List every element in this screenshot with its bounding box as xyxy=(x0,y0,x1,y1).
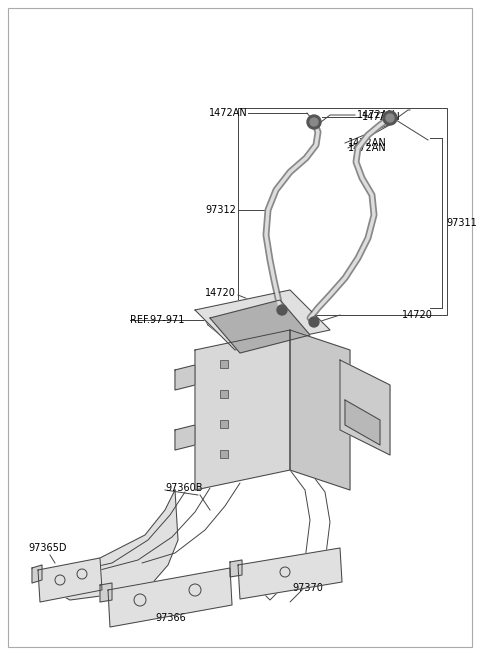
Circle shape xyxy=(309,317,319,327)
Text: 97370: 97370 xyxy=(292,583,323,593)
Circle shape xyxy=(383,111,397,125)
Text: 97366: 97366 xyxy=(155,613,186,623)
Polygon shape xyxy=(238,548,342,599)
Circle shape xyxy=(307,115,321,129)
Polygon shape xyxy=(345,400,380,445)
Polygon shape xyxy=(290,330,350,490)
Text: 1472AN: 1472AN xyxy=(348,143,387,153)
Polygon shape xyxy=(108,568,232,627)
Polygon shape xyxy=(210,300,310,353)
Polygon shape xyxy=(50,490,178,600)
Polygon shape xyxy=(230,560,242,577)
Bar xyxy=(220,360,228,368)
Polygon shape xyxy=(340,360,390,455)
Text: 97312: 97312 xyxy=(205,205,236,215)
Text: 1472AN: 1472AN xyxy=(357,110,396,120)
Text: 97365D: 97365D xyxy=(28,543,67,553)
Text: 14720: 14720 xyxy=(402,310,433,320)
Bar xyxy=(220,450,228,458)
Polygon shape xyxy=(195,290,330,350)
Text: 1472AN: 1472AN xyxy=(348,138,387,148)
Polygon shape xyxy=(175,365,195,390)
Text: 1472AN: 1472AN xyxy=(209,108,248,118)
Circle shape xyxy=(277,305,287,315)
Polygon shape xyxy=(195,330,290,490)
Circle shape xyxy=(310,118,318,126)
Polygon shape xyxy=(100,583,112,602)
Text: REF.97-971: REF.97-971 xyxy=(130,315,184,325)
Text: 97360B: 97360B xyxy=(165,483,203,493)
Polygon shape xyxy=(32,565,42,583)
Text: 14720: 14720 xyxy=(205,288,236,298)
Bar xyxy=(220,390,228,398)
Polygon shape xyxy=(38,558,102,602)
Circle shape xyxy=(386,114,394,122)
Text: 97311: 97311 xyxy=(446,218,477,228)
Polygon shape xyxy=(175,425,195,450)
Bar xyxy=(220,420,228,428)
Text: 1472AN: 1472AN xyxy=(362,112,401,122)
